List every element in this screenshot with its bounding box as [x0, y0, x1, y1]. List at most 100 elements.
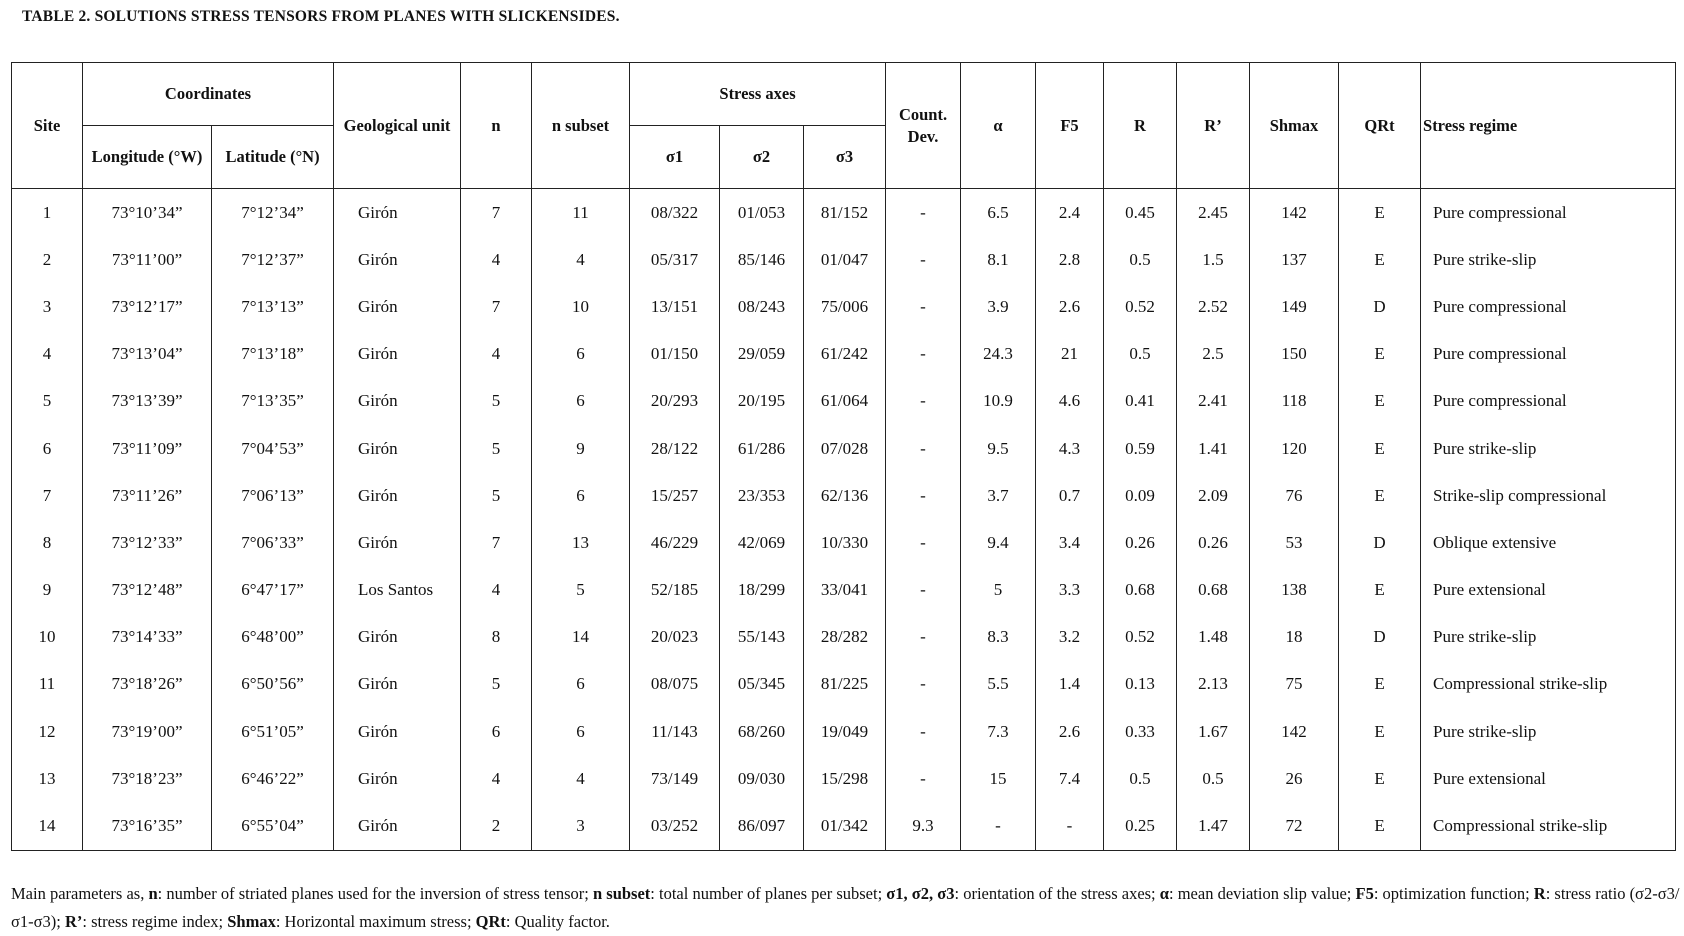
table-cell: 08/322	[629, 188, 721, 237]
table-cell: -	[885, 283, 962, 331]
table-cell: 5	[460, 472, 533, 520]
table-row: 13 73°18’23” 6°46’22” Girón 4 4 73/149 09/030 15…	[11, 755, 1677, 803]
table-row: 3 73°12’17” 7°13’13” Girón 7 10 13/151 08/243 75…	[11, 283, 1677, 331]
table-cell: 15	[960, 755, 1037, 803]
table-row: 9 73°12’48” 6°47’17” Los Santos 4 5 52/185 18/2…	[11, 566, 1677, 614]
table-cell: D	[1338, 283, 1422, 331]
table-cell: E	[1338, 330, 1422, 378]
table-cell: 5	[531, 566, 631, 614]
table-cell: 7°13’13”	[210, 283, 335, 331]
table-cell: 85/146	[719, 236, 805, 284]
table-cell: 3	[531, 802, 631, 851]
table-cell: 01/047	[803, 236, 887, 284]
table-cell: 7°04’53”	[210, 424, 335, 473]
table-cell: 08/243	[719, 283, 805, 331]
table-cell: 4	[460, 330, 533, 378]
table-cell: 5.5	[960, 660, 1037, 709]
table-cell: 10	[11, 613, 83, 661]
table-row: 8 73°12’33” 7°06’33” Girón 7 13 46/229 42/069 10…	[11, 519, 1677, 567]
table-cell: 03/252	[629, 802, 721, 851]
table-cell: -	[885, 424, 962, 473]
table-cell: -	[885, 660, 962, 709]
table-cell: D	[1338, 519, 1422, 567]
table-cell: Compressional strike-slip	[1420, 802, 1677, 851]
table-cell: 01/342	[803, 802, 887, 851]
table-cell: 73°11’26”	[82, 472, 212, 520]
table-cell: 5	[460, 424, 533, 473]
table-row: 14 73°16’35” 6°55’04” Girón 2 3 03/252 86/097 01…	[11, 802, 1677, 851]
header-cell: Stress axes	[629, 62, 887, 126]
table-body: 1 73°10’34” 7°12’34” Girón 7 11 08/322 01/053 81…	[11, 188, 1677, 851]
footnote-term: α	[1159, 884, 1169, 903]
header-cell: Site	[11, 62, 83, 189]
table-cell: 3	[11, 283, 83, 331]
table-row: 1 73°10’34” 7°12’34” Girón 7 11 08/322 01/053 81…	[11, 188, 1677, 237]
table-cell: 6	[531, 377, 631, 425]
table-cell: 24.3	[960, 330, 1037, 378]
table-cell: 0.25	[1103, 802, 1178, 851]
header-cell: Longitude (°W)	[82, 125, 212, 189]
table-cell: 01/053	[719, 188, 805, 237]
footnote: Main parameters as, n: number of striate…	[11, 880, 1681, 936]
table-header: Site Coordinates Geological unit n n sub…	[11, 62, 1677, 189]
table-cell: Pure compressional	[1420, 377, 1677, 425]
header-cell: σ1	[629, 125, 721, 189]
table-cell: -	[885, 236, 962, 284]
footnote-term: n subset	[592, 884, 651, 903]
table-cell: 26	[1249, 755, 1340, 803]
table-cell: 7°12’34”	[210, 188, 335, 237]
table-cell: 73°10’34”	[82, 188, 212, 237]
table-cell: 46/229	[629, 519, 721, 567]
table-cell: 09/030	[719, 755, 805, 803]
table-cell: -	[885, 330, 962, 378]
table-cell: 0.7	[1035, 472, 1105, 520]
table-cell: 68/260	[719, 708, 805, 756]
table-cell: 0.68	[1176, 566, 1251, 614]
table-cell: -	[960, 802, 1037, 851]
table-cell: 138	[1249, 566, 1340, 614]
footnote-definition: : stress ratio (σ2-σ3/σ1-σ3);	[11, 884, 1680, 931]
table-cell: Girón	[333, 283, 462, 331]
table-cell: 1.47	[1176, 802, 1251, 851]
table-cell: 0.33	[1103, 708, 1178, 756]
table-cell: 2.5	[1176, 330, 1251, 378]
table-cell: 7°13’18”	[210, 330, 335, 378]
header-cell: Count. Dev.	[885, 62, 962, 189]
table-cell: 73°18’23”	[82, 755, 212, 803]
table-cell: 05/317	[629, 236, 721, 284]
data-table: Site Coordinates Geological unit n n sub…	[11, 62, 1677, 851]
table-cell: 73°11’09”	[82, 424, 212, 473]
table-cell: 4	[460, 236, 533, 284]
table-cell: 6°51’05”	[210, 708, 335, 756]
table-cell: 53	[1249, 519, 1340, 567]
table-cell: 7°06’13”	[210, 472, 335, 520]
table-cell: 9.5	[960, 424, 1037, 473]
table-cell: 0.68	[1103, 566, 1178, 614]
table-cell: 86/097	[719, 802, 805, 851]
footnote-term: R’	[65, 912, 83, 931]
table-cell: Pure strike-slip	[1420, 708, 1677, 756]
table-cell: 61/286	[719, 424, 805, 473]
table-cell: 10.9	[960, 377, 1037, 425]
table-cell: 42/069	[719, 519, 805, 567]
table-cell: D	[1338, 613, 1422, 661]
footnote-definition: : Quality factor.	[505, 912, 610, 931]
table-cell: 0.52	[1103, 283, 1178, 331]
table-cell: 0.09	[1103, 472, 1178, 520]
footnote-term: n	[148, 884, 158, 903]
table-cell: 18	[1249, 613, 1340, 661]
table-cell: 6°46’22”	[210, 755, 335, 803]
table-cell: 7.3	[960, 708, 1037, 756]
table-cell: 10	[531, 283, 631, 331]
table-cell: 20/023	[629, 613, 721, 661]
table-cell: Girón	[333, 188, 462, 237]
table-cell: 8.3	[960, 613, 1037, 661]
table-cell: 3.4	[1035, 519, 1105, 567]
table-cell: 14	[11, 802, 83, 851]
table-row: 7 73°11’26” 7°06’13” Girón 5 6 15/257 23/353 62/…	[11, 472, 1677, 520]
table-cell: Los Santos	[333, 566, 462, 614]
table-cell: Girón	[333, 377, 462, 425]
table-cell: 7	[460, 283, 533, 331]
table-cell: Strike-slip compressional	[1420, 472, 1677, 520]
table-cell: 0.5	[1103, 755, 1178, 803]
